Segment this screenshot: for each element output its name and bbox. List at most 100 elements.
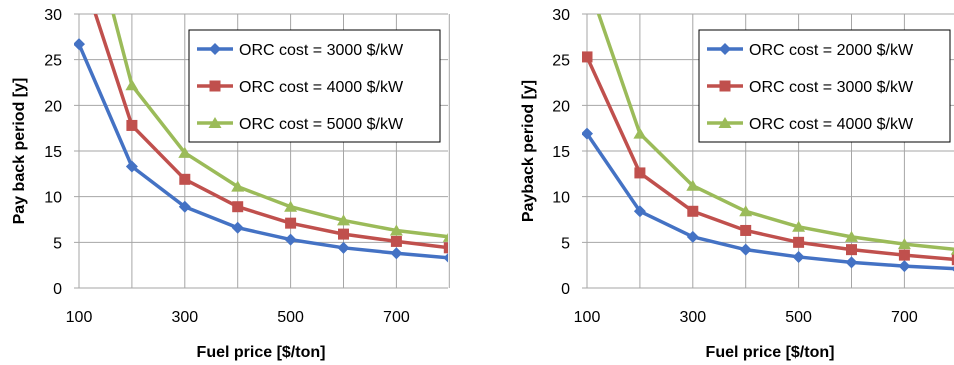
data-point: [337, 214, 350, 226]
data-point: [686, 179, 700, 191]
legend-marker: [719, 80, 731, 92]
y-tick-label: 5: [561, 235, 570, 252]
y-tick-label: 15: [44, 144, 62, 161]
data-point: [443, 253, 448, 263]
data-point: [845, 230, 858, 242]
y-tick-label: 30: [552, 7, 570, 24]
y-tick-label: 0: [53, 281, 62, 298]
data-point: [390, 235, 402, 247]
data-point: [739, 243, 752, 256]
data-point: [125, 79, 139, 91]
plot-area: [582, 14, 954, 273]
data-point: [846, 244, 857, 256]
left-payback-chart: 0 5 10 15 20 25 30 100 300 500 700 Fuel price [$/t…: [11, 7, 450, 361]
legend-entry: ORC cost = 3000 $/kW: [239, 42, 404, 59]
data-point: [337, 241, 350, 254]
right-payback-chart: 0 5 10 15 20 25 30 100 300 500 700 Fuel price [$/t…: [520, 7, 954, 361]
legend-marker: [209, 43, 221, 55]
legend-marker: [208, 117, 222, 128]
series-line: [111, 14, 448, 239]
data-point: [845, 256, 858, 269]
y-tick-label: 15: [552, 144, 570, 161]
x-tick-label: 500: [785, 309, 812, 326]
x-tick-label: 300: [679, 309, 706, 326]
data-point: [582, 51, 593, 63]
data-point: [179, 173, 191, 185]
data-point: [686, 230, 699, 243]
y-tick-label: 30: [44, 7, 62, 24]
series-3: [596, 14, 954, 255]
tick-labels: 0 5 10 15 20 25 30 100 300 500 700: [44, 7, 410, 326]
data-point: [74, 38, 85, 51]
y-tick-label: 25: [552, 53, 570, 70]
data-point: [125, 160, 138, 173]
series-3: [111, 14, 448, 242]
data-point: [633, 205, 646, 218]
legend-marker: [719, 43, 731, 55]
data-point: [443, 242, 448, 254]
data-point: [231, 221, 244, 234]
y-tick-label: 20: [552, 98, 570, 115]
legend: ORC cost = 3000 $/kW ORC cost = 4000 $/kW…: [188, 29, 441, 143]
data-point: [390, 247, 403, 260]
data-point: [442, 233, 448, 242]
x-tick-label: 100: [574, 309, 601, 326]
legend-marker: [718, 117, 732, 128]
data-point: [792, 250, 805, 263]
y-tick-label: 20: [44, 98, 62, 115]
data-point: [950, 249, 954, 255]
data-point: [231, 180, 245, 192]
y-axis-label: Payback period [y]: [520, 80, 537, 222]
series-2: [93, 14, 448, 254]
series-line: [77, 43, 448, 260]
x-tick-label: 700: [891, 309, 918, 326]
legend-marker: [209, 80, 221, 92]
y-tick-label: 10: [44, 190, 62, 207]
data-point: [284, 200, 298, 212]
legend-entry: ORC cost = 4000 $/kW: [239, 79, 404, 96]
data-point: [897, 238, 911, 250]
data-point: [178, 200, 191, 213]
series-1: [74, 38, 448, 263]
data-point: [739, 205, 753, 217]
data-point: [898, 249, 910, 261]
y-tick-label: 25: [44, 53, 62, 70]
data-point: [898, 260, 911, 273]
series-line: [596, 14, 954, 252]
x-axis-label: Fuel price [$/ton]: [706, 344, 835, 361]
data-point: [634, 167, 646, 179]
data-point: [389, 224, 403, 236]
plot-area: [74, 14, 448, 263]
x-tick-label: 100: [66, 309, 93, 326]
legend-entry: ORC cost = 3000 $/kW: [749, 79, 914, 96]
series-1: [582, 127, 954, 273]
x-tick-label: 500: [277, 309, 304, 326]
data-point: [126, 119, 138, 131]
data-point: [792, 220, 806, 232]
legend: ORC cost = 2000 $/kW ORC cost = 3000 $/kW…: [698, 29, 951, 143]
x-axis-label: Fuel price [$/ton]: [197, 344, 326, 361]
legend-entry: ORC cost = 2000 $/kW: [749, 42, 914, 59]
data-point: [633, 127, 647, 139]
tick-labels: 0 5 10 15 20 25 30 100 300 500 700: [552, 7, 918, 326]
y-tick-label: 5: [53, 235, 62, 252]
data-point: [232, 201, 244, 213]
data-point: [951, 266, 954, 272]
series-line: [93, 14, 448, 250]
y-tick-label: 10: [552, 190, 570, 207]
legend-entry: ORC cost = 4000 $/kW: [749, 116, 914, 133]
series-line: [585, 132, 954, 271]
data-point: [338, 228, 349, 240]
data-point: [285, 217, 297, 229]
data-point: [582, 127, 593, 140]
data-point: [793, 236, 805, 248]
data-point: [740, 224, 752, 236]
legend-entry: ORC cost = 5000 $/kW: [239, 116, 404, 133]
data-point: [687, 205, 699, 217]
series-2: [582, 51, 954, 266]
y-axis-label: Pay back period [y]: [11, 78, 28, 225]
x-tick-label: 300: [171, 309, 198, 326]
data-point: [284, 233, 297, 246]
x-tick-label: 700: [383, 309, 410, 326]
